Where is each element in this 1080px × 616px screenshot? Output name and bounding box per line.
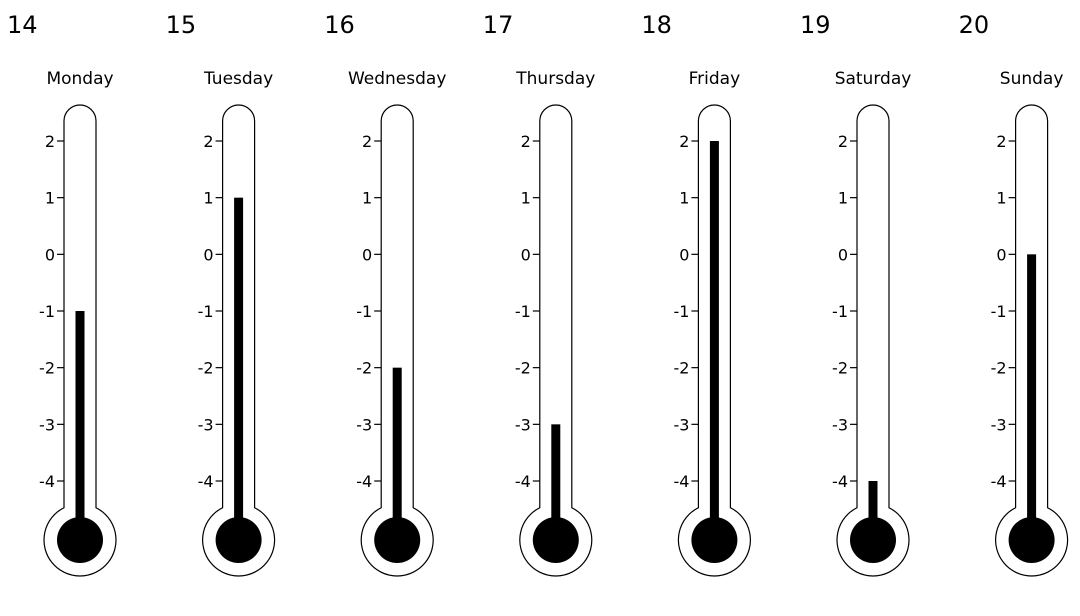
tick-label: -2 xyxy=(39,359,55,378)
day-label: Wednesday xyxy=(348,69,446,89)
tick-label: -3 xyxy=(356,415,372,434)
temperature-bar xyxy=(75,311,85,535)
tick-label: -2 xyxy=(515,359,531,378)
tick-label: 0 xyxy=(521,245,531,264)
tick-label: 2 xyxy=(203,132,213,151)
day-label: Friday xyxy=(689,69,741,89)
tick-label: 1 xyxy=(996,189,1006,208)
thermometer-outline xyxy=(836,104,910,577)
temperature-bar xyxy=(868,481,878,535)
tick-label: 2 xyxy=(679,132,689,151)
tick-label: -3 xyxy=(198,415,214,434)
tick-label: -2 xyxy=(198,359,214,378)
tick-label: 0 xyxy=(996,245,1006,264)
tick-label: 1 xyxy=(45,189,55,208)
tick-label: -1 xyxy=(515,302,531,321)
tick-label: -3 xyxy=(832,415,848,434)
tick-label: -4 xyxy=(515,472,531,491)
thermometer-bulb xyxy=(1008,517,1055,563)
day-label: Tuesday xyxy=(203,69,273,89)
temperature-bar xyxy=(551,424,561,535)
tick-label: 2 xyxy=(996,132,1006,151)
tick-label: -1 xyxy=(673,302,689,321)
thermometer-outline xyxy=(519,104,593,577)
tick-label: 1 xyxy=(362,189,372,208)
tick-label: -4 xyxy=(832,472,848,491)
temperature-bar xyxy=(709,141,719,535)
day-label: Sunday xyxy=(1000,69,1064,89)
thermometer-bulb xyxy=(691,517,738,563)
tick-label: 1 xyxy=(838,189,848,208)
tick-label: 2 xyxy=(838,132,848,151)
tick-label: -3 xyxy=(515,415,531,434)
tick-label: -4 xyxy=(356,472,372,491)
tick-label: 2 xyxy=(45,132,55,151)
tick-label: -3 xyxy=(39,415,55,434)
thermometer-outline xyxy=(360,104,434,577)
date-label: 18 xyxy=(641,11,672,39)
tick-label: 0 xyxy=(203,245,213,264)
tick-label: -4 xyxy=(198,472,214,491)
tick-label: -2 xyxy=(832,359,848,378)
thermometer-bulb xyxy=(532,517,579,563)
day-label: Monday xyxy=(46,69,113,89)
tick-label: -2 xyxy=(673,359,689,378)
tick-label: 0 xyxy=(45,245,55,264)
tick-label: -4 xyxy=(991,472,1007,491)
thermometer-tuesday: 15 Tuesday 2 1 0 -1 -2 -3 -4 xyxy=(166,11,276,577)
tick-label: 0 xyxy=(679,245,689,264)
thermometer-bulb xyxy=(850,517,896,563)
tick-label: -1 xyxy=(832,302,848,321)
tick-label: -1 xyxy=(991,302,1007,321)
temperature-bar xyxy=(392,367,402,535)
tick-label: -2 xyxy=(356,359,372,378)
date-label: 19 xyxy=(800,11,831,39)
tick-label: 0 xyxy=(362,245,372,264)
tick-label: -1 xyxy=(198,302,214,321)
date-label: 15 xyxy=(166,11,197,39)
thermometer-thursday: 17 Thursday 2 1 0 -1 -2 -3 -4 xyxy=(483,11,595,577)
tick-label: 1 xyxy=(521,189,531,208)
thermometer-bulb xyxy=(215,517,262,563)
date-label: 16 xyxy=(324,11,355,39)
tick-label: -2 xyxy=(991,359,1007,378)
tick-label: 0 xyxy=(838,245,848,264)
tick-label: 2 xyxy=(362,132,372,151)
tick-label: -3 xyxy=(673,415,689,434)
thermometer-friday: 18 Friday 2 1 0 -1 -2 -3 -4 xyxy=(641,11,751,577)
date-label: 14 xyxy=(7,11,38,39)
temperature-bar xyxy=(1027,254,1037,536)
tick-label: -1 xyxy=(356,302,372,321)
date-label: 20 xyxy=(959,11,990,39)
thermometer-saturday: 19 Saturday 2 1 0 -1 -2 -3 -4 xyxy=(800,11,912,577)
thermometer-wednesday: 16 Wednesday 2 1 0 -1 -2 -3 -4 xyxy=(324,11,446,577)
thermometer-monday: 14 Monday 2 1 0 -1 -2 -3 -4 xyxy=(7,11,117,577)
tick-label: -3 xyxy=(991,415,1007,434)
tick-label: -1 xyxy=(39,302,55,321)
temperature-bar xyxy=(234,197,244,535)
thermometer-bulb xyxy=(374,517,421,563)
day-label: Saturday xyxy=(835,69,912,89)
tick-label: -4 xyxy=(39,472,55,491)
date-label: 17 xyxy=(483,11,514,39)
thermometer-bulb xyxy=(57,517,103,563)
tick-label: -4 xyxy=(673,472,689,491)
tick-label: 1 xyxy=(679,189,689,208)
day-label: Thursday xyxy=(515,69,595,89)
tick-label: 1 xyxy=(203,189,213,208)
thermometer-sunday: 20 Sunday 2 1 0 -1 -2 -3 -4 xyxy=(959,11,1069,577)
tick-label: 2 xyxy=(521,132,531,151)
